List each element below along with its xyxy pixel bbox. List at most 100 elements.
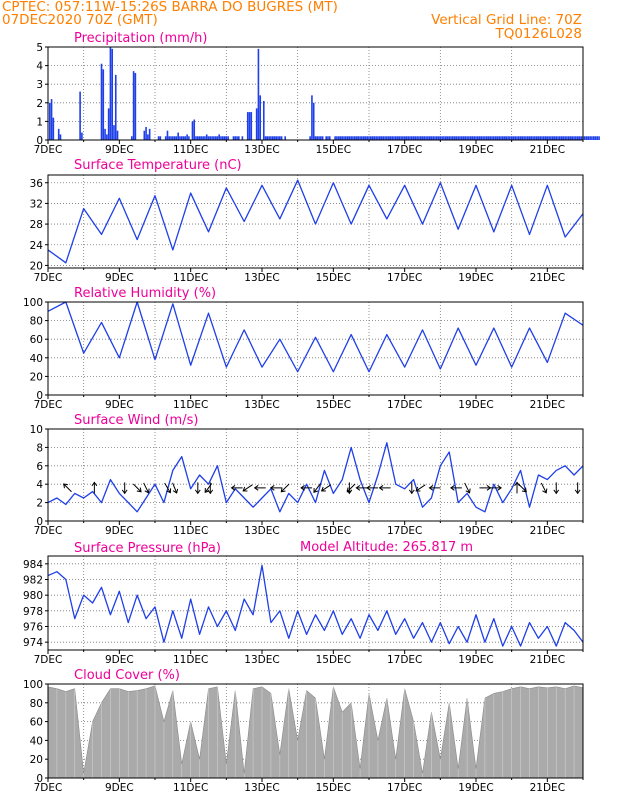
y-tick-label: 984 xyxy=(23,559,43,571)
x-tick-label: 15DEC xyxy=(316,272,351,284)
precip-bar xyxy=(544,136,547,140)
precip-bar xyxy=(453,136,456,140)
precip-bar xyxy=(147,134,149,140)
precip-bar xyxy=(487,136,490,140)
precip-bar xyxy=(485,136,488,140)
precip-bar xyxy=(59,134,62,140)
wind-arrow xyxy=(164,482,172,494)
precip-bar xyxy=(435,136,438,140)
x-tick-label: 17DEC xyxy=(387,654,422,666)
precip-bar xyxy=(106,134,108,140)
precip-bar xyxy=(580,136,583,140)
y-tick-label: 978 xyxy=(23,606,43,618)
precip-bar xyxy=(369,136,372,140)
y-tick-label: 100 xyxy=(23,297,43,309)
wind-arrow xyxy=(320,484,332,492)
y-tick-label: 80 xyxy=(30,316,43,328)
x-tick-label: 19DEC xyxy=(458,399,493,411)
precip-bar xyxy=(336,136,338,140)
wind-arrow xyxy=(415,484,426,492)
x-tick-label: 21DEC xyxy=(530,144,565,156)
precip-bar xyxy=(430,136,433,140)
precip-bar xyxy=(134,73,137,140)
y-tick-label: 0 xyxy=(36,516,43,528)
x-tick-label: 9DEC xyxy=(105,525,134,537)
y-tick-label: 40 xyxy=(30,353,43,365)
precip-bar xyxy=(320,136,322,140)
precip-bar xyxy=(270,136,272,140)
wind-arrow xyxy=(450,485,462,491)
precip-bar xyxy=(585,136,588,140)
precip-bar xyxy=(100,63,103,140)
precip-bar xyxy=(50,99,53,140)
precip-bar xyxy=(81,132,83,140)
precip-bar xyxy=(592,136,595,140)
precip-bar xyxy=(164,136,167,140)
x-tick-label: 11DEC xyxy=(173,654,208,666)
precip-bar xyxy=(464,136,467,140)
precip-bar xyxy=(519,136,522,140)
precip-bar xyxy=(387,136,390,140)
precip-bar xyxy=(459,136,461,140)
y-tick-label: 32 xyxy=(30,198,43,210)
precip-bar xyxy=(264,136,267,140)
precip-bar xyxy=(587,136,590,140)
precip-bar xyxy=(548,136,550,140)
precip-bar xyxy=(343,136,345,140)
precip-bar xyxy=(238,136,240,140)
precip-bar xyxy=(221,136,224,140)
header-vertical-grid: Vertical Grid Line: 70Z xyxy=(431,12,582,28)
precip-bar xyxy=(214,136,217,140)
y-tick-label: 1 xyxy=(36,116,43,128)
header-run-date: 07DEC2020 70Z (GMT) xyxy=(2,12,158,28)
y-tick-label: 20 xyxy=(30,260,43,272)
precip-bar xyxy=(412,136,415,140)
precip-bar xyxy=(316,136,319,140)
precip-bar xyxy=(491,136,493,140)
precip-bar xyxy=(405,136,408,140)
precip-bar xyxy=(589,136,591,140)
precip-bar xyxy=(484,136,486,140)
x-tick-label: 21DEC xyxy=(530,525,565,537)
panel-title: Cloud Cover (%) xyxy=(74,668,180,683)
precip-bar xyxy=(328,136,331,140)
precip-bar xyxy=(211,136,213,140)
x-tick-label: 17DEC xyxy=(387,144,422,156)
precip-bar xyxy=(444,136,447,140)
precip-bar xyxy=(418,136,420,140)
wind-arrow xyxy=(300,485,313,491)
y-tick-label: 4 xyxy=(36,61,43,73)
precip-bar xyxy=(409,136,411,140)
precip-bar xyxy=(309,136,311,140)
x-tick-label: 11DEC xyxy=(173,782,208,794)
panel-frame xyxy=(47,301,584,396)
precip-bar xyxy=(284,136,286,140)
y-tick-label: 60 xyxy=(30,717,43,729)
precip-bar xyxy=(437,136,440,140)
panel-title: Surface Wind (m/s) xyxy=(74,413,198,428)
y-tick-label: 6 xyxy=(36,461,43,473)
wind-arrow xyxy=(408,482,415,495)
precip-bar xyxy=(380,136,383,140)
x-tick-label: 9DEC xyxy=(105,272,134,284)
x-tick-label: 17DEC xyxy=(387,782,422,794)
series-line xyxy=(47,301,584,373)
wind-arrow xyxy=(366,485,379,491)
y-tick-label: 4 xyxy=(36,479,43,491)
panel-frame xyxy=(47,555,584,651)
precip-bar xyxy=(446,136,449,140)
wind-arrow xyxy=(378,485,391,491)
precip-bar xyxy=(337,136,340,140)
precip-bar xyxy=(107,108,110,140)
precip-bar xyxy=(443,136,445,140)
precip-bar xyxy=(419,136,422,140)
wind-arrow xyxy=(313,483,321,493)
precip-bar xyxy=(564,136,566,140)
precip-bar xyxy=(277,136,279,140)
precip-bar xyxy=(473,136,476,140)
precip-bar xyxy=(439,136,442,140)
precip-bar xyxy=(389,136,392,140)
x-tick-label: 9DEC xyxy=(105,654,134,666)
precip-bar xyxy=(173,136,176,140)
wind-arrow xyxy=(490,485,502,491)
